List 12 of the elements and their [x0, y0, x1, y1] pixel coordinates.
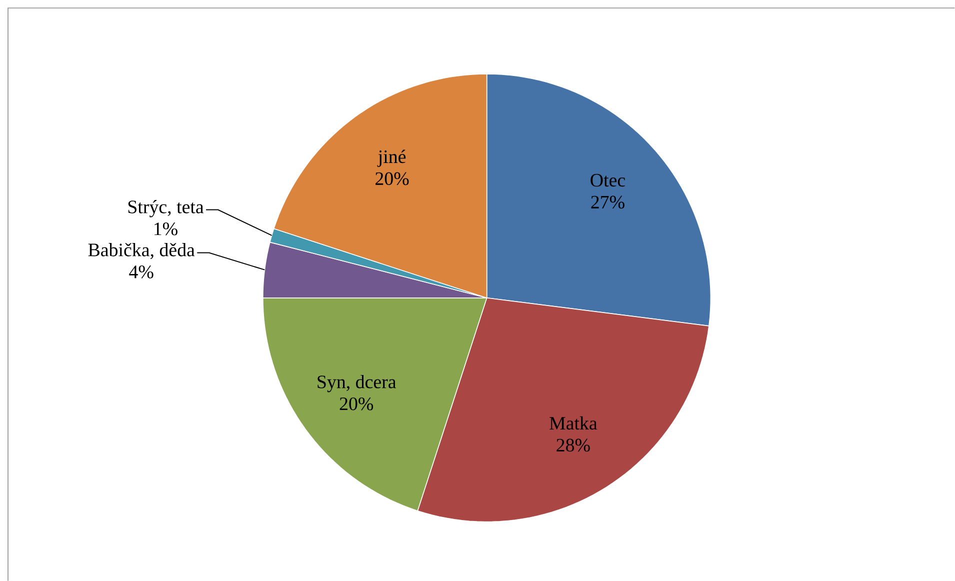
data-label: 4% — [129, 265, 154, 278]
slice-label: Babička, děda — [88, 242, 195, 260]
data-label: 1% — [154, 222, 178, 236]
slice-label: Strýc, teta — [128, 200, 204, 218]
data-label: 27% — [591, 196, 624, 209]
slice-label: Otec — [590, 174, 625, 187]
slice-label: jiné — [377, 150, 406, 167]
slice-label: Syn, dcera — [318, 374, 396, 392]
data-label: 20% — [376, 172, 409, 186]
data-label: 28% — [556, 438, 590, 452]
slice-label: Matka — [550, 416, 598, 430]
data-label: 20% — [340, 397, 374, 410]
